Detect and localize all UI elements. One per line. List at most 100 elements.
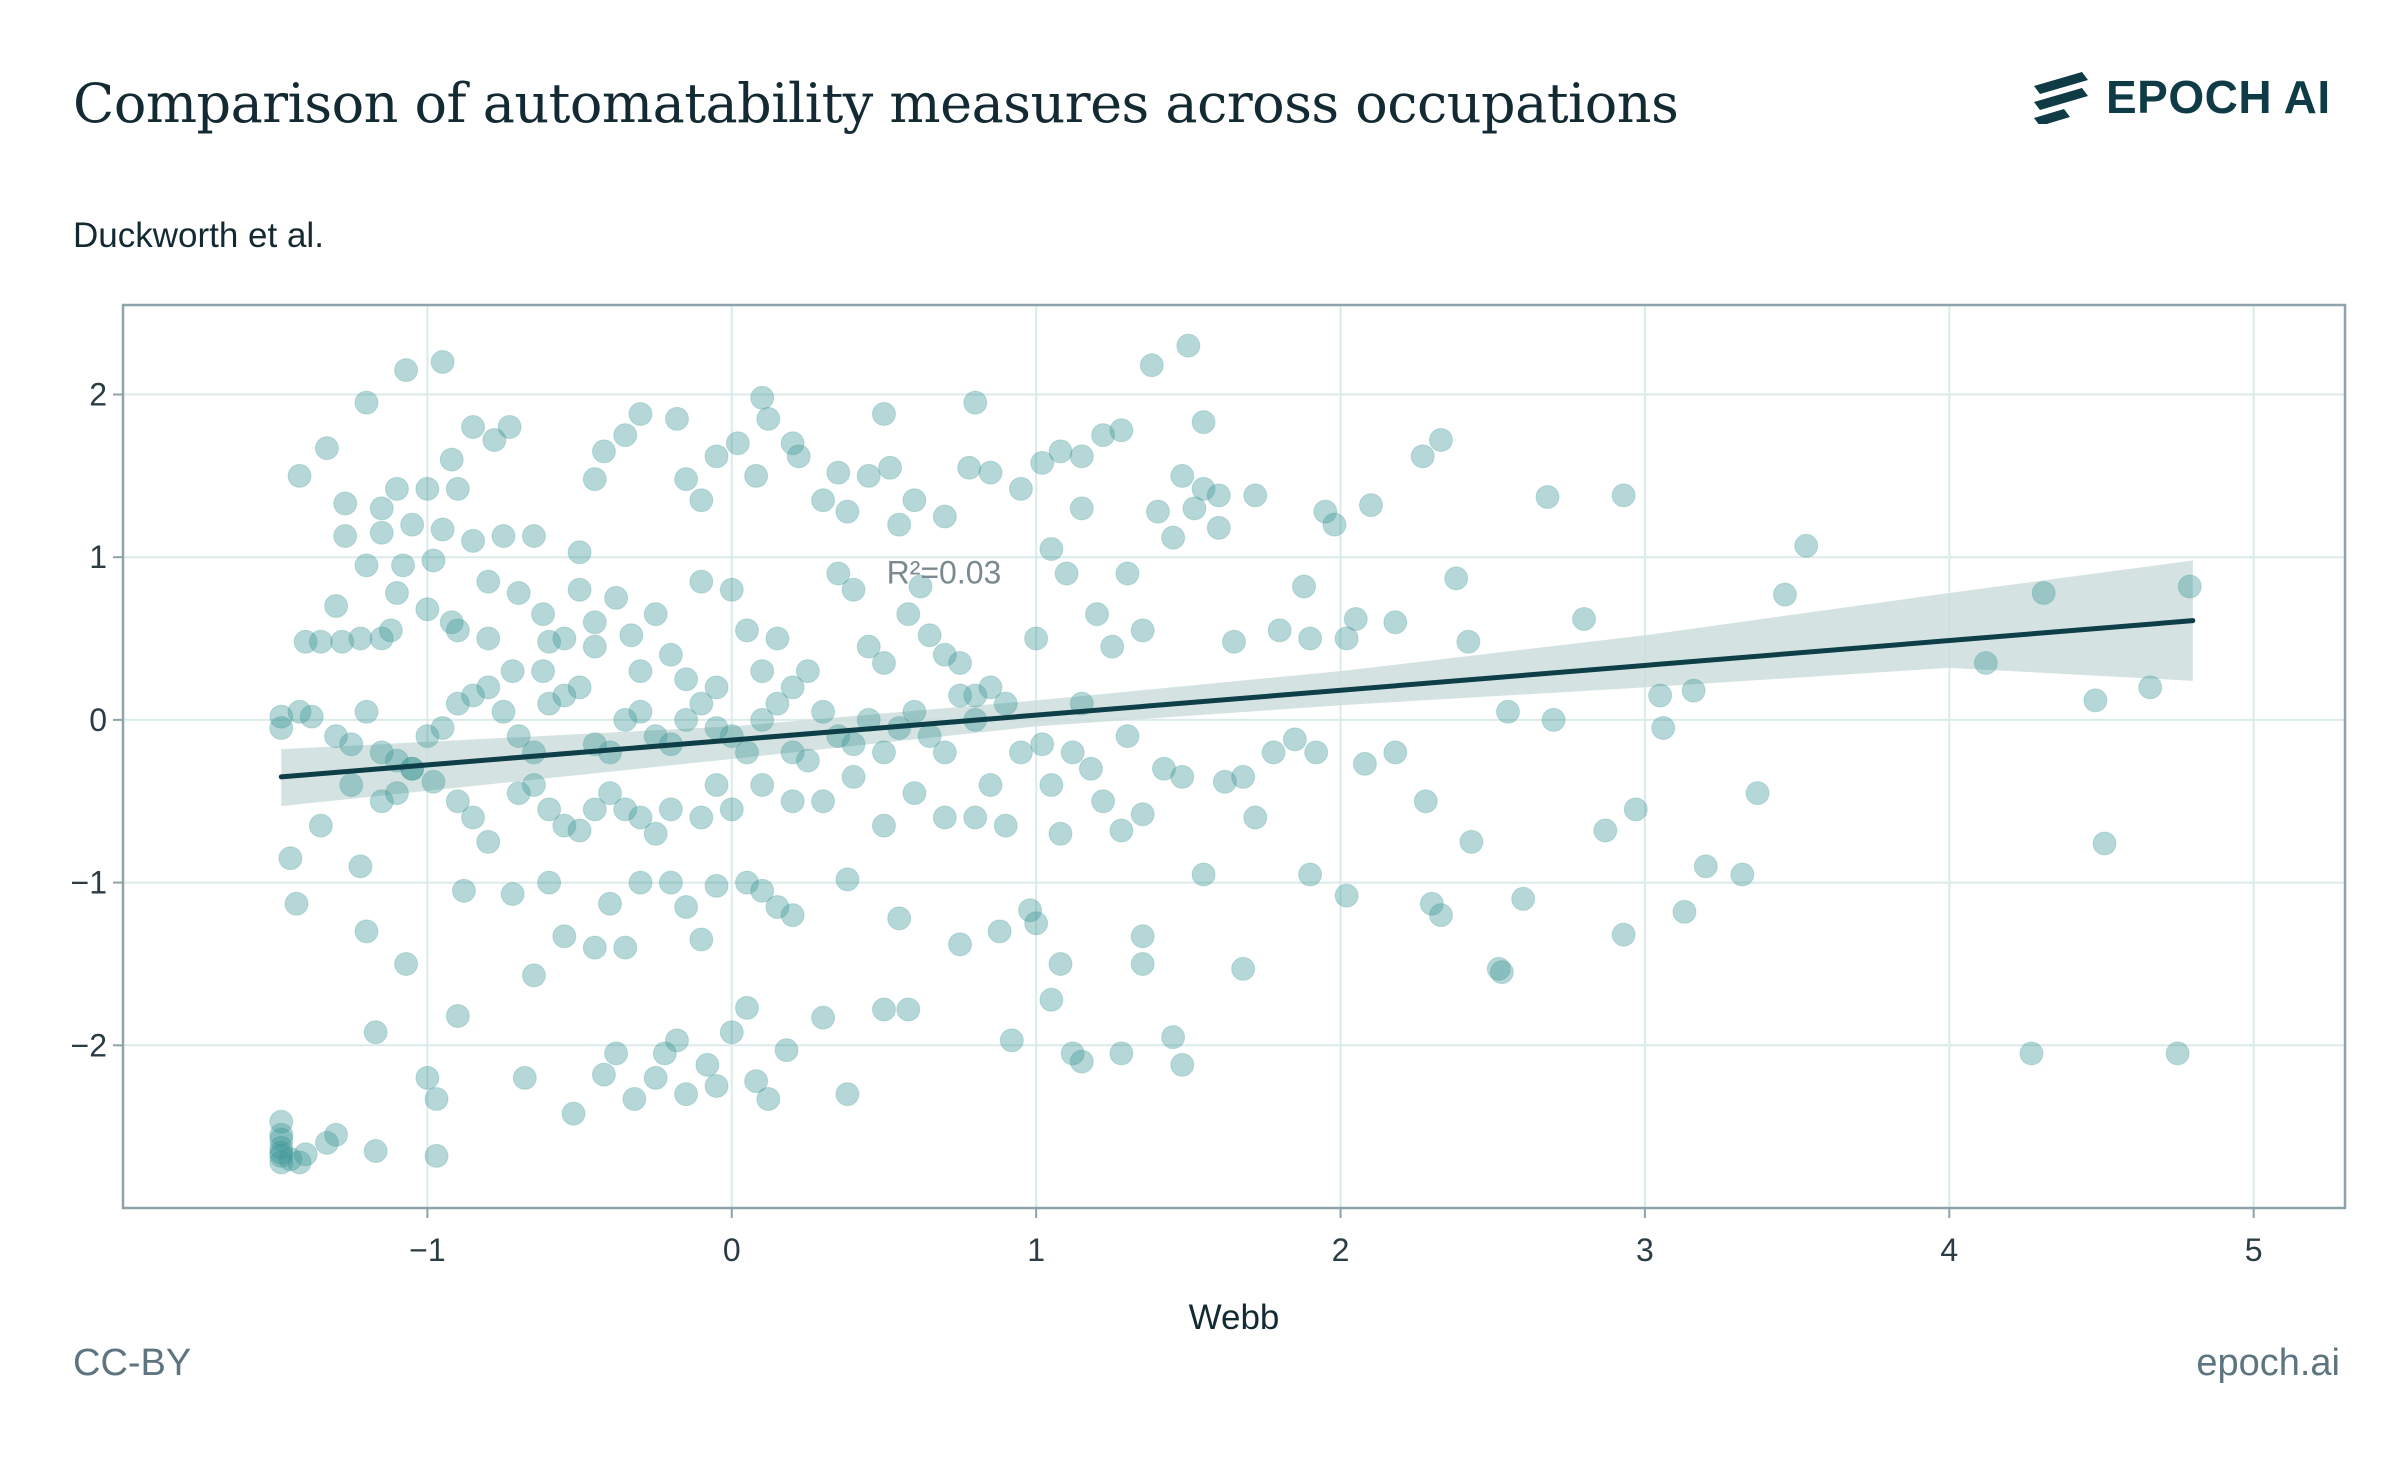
- data-point: [1130, 618, 1155, 643]
- data-point: [1343, 607, 1368, 632]
- data-point: [531, 659, 556, 684]
- data-point: [1611, 922, 1636, 947]
- data-point: [582, 467, 607, 492]
- data-point: [674, 895, 699, 919]
- data-point: [384, 476, 409, 501]
- data-point: [415, 1065, 440, 1090]
- data-point: [835, 1082, 860, 1107]
- data-point: [1243, 805, 1268, 830]
- data-point: [704, 675, 729, 700]
- data-point: [269, 1127, 294, 1152]
- data-point: [613, 707, 638, 732]
- y-tick-label: −1: [71, 865, 107, 901]
- data-point: [552, 683, 577, 708]
- data-point: [1069, 496, 1094, 521]
- data-point: [1069, 1049, 1094, 1074]
- data-point: [1794, 533, 1819, 558]
- data-point: [674, 707, 699, 732]
- data-point: [521, 524, 546, 549]
- data-point: [902, 699, 927, 724]
- data-point: [1030, 450, 1055, 475]
- data-point: [628, 870, 653, 895]
- data-point: [765, 895, 790, 919]
- data-point: [871, 997, 896, 1022]
- data-point: [476, 626, 501, 651]
- data-point: [330, 629, 355, 654]
- site-link[interactable]: epoch.ai: [2196, 1342, 2340, 1384]
- data-point: [1243, 483, 1268, 508]
- data-point: [439, 447, 464, 472]
- data-point: [1611, 483, 1636, 508]
- data-point: [871, 813, 896, 838]
- x-tick-label: 0: [723, 1232, 741, 1268]
- data-point: [506, 781, 531, 806]
- data-point: [269, 704, 294, 729]
- data-point: [1024, 626, 1049, 651]
- data-point: [1060, 1041, 1085, 1066]
- y-tick-label: 2: [89, 376, 107, 412]
- data-point: [1191, 862, 1216, 887]
- data-point: [674, 667, 699, 692]
- data-point: [1413, 789, 1438, 814]
- data-point: [1693, 854, 1718, 879]
- data-point: [948, 932, 973, 957]
- data-point: [1572, 607, 1597, 632]
- data-point: [1018, 898, 1043, 923]
- data-point: [269, 1150, 294, 1175]
- data-point: [591, 439, 616, 464]
- data-point: [811, 1005, 836, 1030]
- data-point: [552, 626, 577, 651]
- data-point: [1535, 484, 1560, 509]
- data-point: [445, 1004, 470, 1029]
- data-point: [348, 854, 373, 879]
- data-point: [628, 699, 653, 724]
- data-point: [704, 772, 729, 797]
- data-point: [734, 870, 759, 895]
- data-point: [582, 935, 607, 960]
- data-point: [1428, 903, 1453, 928]
- data-point: [567, 577, 592, 602]
- data-point: [421, 548, 446, 573]
- data-point: [415, 476, 440, 501]
- data-point: [957, 455, 982, 480]
- data-point: [658, 797, 683, 822]
- data-point: [765, 691, 790, 716]
- data-point: [1078, 756, 1103, 781]
- data-point: [613, 797, 638, 822]
- data-point: [841, 732, 866, 757]
- data-point: [531, 602, 556, 627]
- data-point: [591, 1062, 616, 1087]
- data-point: [786, 444, 811, 469]
- x-tick-label: 2: [1332, 1232, 1350, 1268]
- data-point: [652, 1041, 677, 1066]
- data-point: [476, 829, 501, 854]
- data-point: [1745, 781, 1770, 806]
- data-point: [324, 594, 349, 618]
- brand-name: EPOCH AI: [2106, 71, 2331, 123]
- data-point: [482, 428, 507, 453]
- data-point: [1486, 956, 1511, 981]
- data-point: [430, 517, 455, 542]
- data-point: [1170, 463, 1195, 488]
- data-point: [1973, 650, 1998, 675]
- data-point: [1383, 740, 1408, 765]
- x-tick-label: 1: [1027, 1232, 1045, 1268]
- data-point: [369, 789, 394, 814]
- data-point: [445, 691, 470, 716]
- data-point: [1115, 561, 1140, 586]
- data-point: [902, 781, 927, 806]
- data-point: [664, 406, 689, 431]
- data-point: [1651, 716, 1676, 741]
- data-point: [1170, 1052, 1195, 1077]
- data-point: [978, 460, 1003, 485]
- data-point: [1109, 418, 1134, 443]
- data-point: [719, 577, 744, 602]
- data-point: [841, 577, 866, 602]
- data-point: [756, 1086, 781, 1111]
- brand-logo[interactable]: EPOCH AI: [2030, 70, 2331, 124]
- data-point: [1444, 566, 1469, 591]
- data-point: [780, 675, 805, 700]
- data-point: [744, 1069, 769, 1094]
- data-point: [339, 732, 364, 757]
- data-point: [461, 415, 486, 440]
